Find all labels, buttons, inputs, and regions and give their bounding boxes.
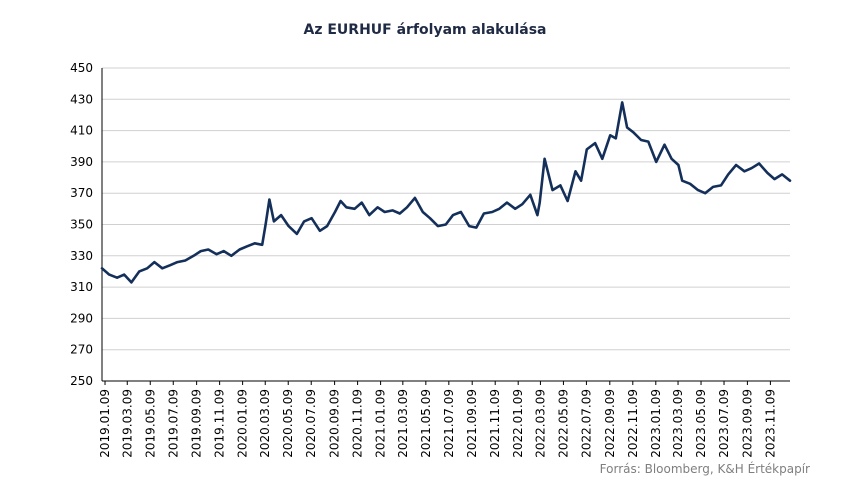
x-tick-label: 2021.03.09 [396, 389, 410, 458]
x-tick-label: 2020.05.09 [281, 389, 295, 458]
y-tick-label: 270 [70, 343, 93, 357]
y-tick-label: 290 [70, 311, 93, 325]
y-tick-label: 450 [70, 61, 93, 75]
x-tick-label: 2023.09.09 [740, 389, 754, 458]
x-tick-label: 2023.01.09 [649, 389, 663, 458]
y-tick-label: 390 [70, 155, 93, 169]
x-tick-label: 2019.03.09 [120, 389, 134, 458]
x-tick-label: 2023.05.09 [694, 389, 708, 458]
x-tick-label: 2021.11.09 [488, 389, 502, 458]
x-tick-label: 2023.11.09 [763, 389, 777, 458]
x-tick-label: 2022.07.09 [579, 389, 593, 458]
x-tick-label: 2023.07.09 [717, 389, 731, 458]
x-tick-label: 2022.05.09 [556, 389, 570, 458]
source-note: Forrás: Bloomberg, K&H Értékpapír [599, 462, 810, 476]
x-tick-label: 2021.07.09 [442, 389, 456, 458]
y-tick-label: 370 [70, 186, 93, 200]
y-tick-label: 330 [70, 249, 93, 263]
x-tick-label: 2022.01.09 [511, 389, 525, 458]
y-tick-label: 310 [70, 280, 93, 294]
x-tick-label: 2020.09.09 [328, 389, 342, 458]
x-tick-label: 2019.01.09 [98, 389, 112, 458]
series-line-0 [100, 101, 792, 284]
x-tick-label: 2021.05.09 [419, 389, 433, 458]
x-tick-label: 2019.07.09 [166, 389, 180, 458]
x-tick-label: 2020.03.09 [258, 389, 272, 458]
x-tick-label: 2019.11.09 [213, 389, 227, 458]
x-tick-label: 2022.09.09 [603, 389, 617, 458]
x-tick-label: 2023.03.09 [671, 389, 685, 458]
y-tick-label: 350 [70, 218, 93, 232]
x-tick-label: 2020.01.09 [236, 389, 250, 458]
x-tick-label: 2019.09.09 [190, 389, 204, 458]
x-tick-label: 2022.11.09 [626, 389, 640, 458]
chart-title: Az EURHUF árfolyam alakulása [303, 22, 547, 38]
y-tick-label: 430 [70, 92, 93, 106]
x-tick-label: 2021.01.09 [374, 389, 388, 458]
x-tick-label: 2019.05.09 [143, 389, 157, 458]
y-tick-label: 410 [70, 124, 93, 138]
y-tick-label: 250 [70, 374, 93, 388]
x-tick-label: 2020.07.09 [304, 389, 318, 458]
x-tick-label: 2020.11.09 [351, 389, 365, 458]
x-tick-label: 2021.09.09 [465, 389, 479, 458]
x-tick-label: 2022.03.09 [533, 389, 547, 458]
